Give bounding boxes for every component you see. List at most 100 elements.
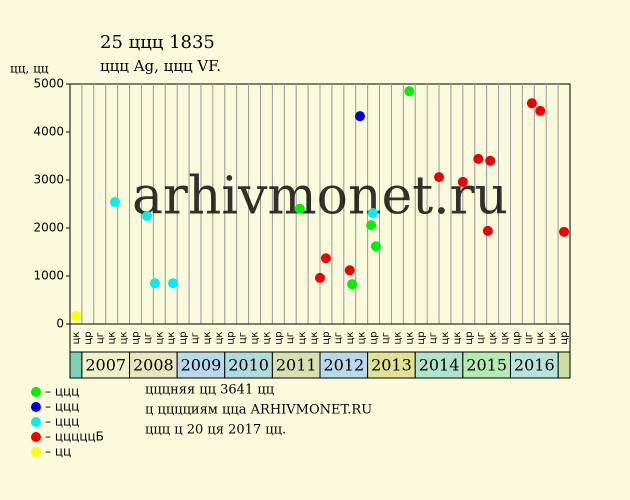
- legend-marker: [31, 402, 41, 412]
- quarter-label: цк: [357, 332, 368, 345]
- quarter-label: цг: [238, 332, 249, 344]
- point: [355, 111, 365, 122]
- quarter-label: цг: [523, 332, 534, 344]
- legend-marker: [31, 417, 41, 427]
- year-label: 2008: [133, 356, 174, 375]
- y-tick-label: 5000: [33, 77, 64, 91]
- year-label: 2015: [466, 356, 507, 375]
- year-label: 2016: [514, 356, 555, 375]
- year-cell: [224, 351, 273, 379]
- point: [344, 265, 355, 276]
- legend-label: – цццццБ: [45, 430, 104, 444]
- point: [559, 226, 570, 237]
- y-tick-label: 0: [56, 317, 64, 331]
- quarter-label: цр: [178, 331, 189, 344]
- point: [473, 153, 484, 164]
- year-cell: [462, 351, 511, 379]
- quarter-label: цк: [119, 332, 130, 345]
- point: [367, 208, 378, 219]
- quarter-label: цр: [226, 331, 237, 344]
- year-label: 2012: [323, 356, 364, 375]
- quarter-label: цр: [273, 331, 284, 344]
- point: [434, 172, 445, 183]
- year-cell: [557, 351, 571, 379]
- point: [526, 98, 537, 109]
- quarter-label: цк: [166, 332, 177, 345]
- year-cell: [129, 351, 178, 379]
- legend-marker: [31, 447, 41, 457]
- legend-label: – цц: [45, 445, 71, 459]
- quarter-label: цк: [488, 332, 499, 345]
- quarter-label: цг: [476, 332, 487, 344]
- y-tick-label: 3000: [33, 173, 64, 187]
- year-cell: [69, 351, 83, 379]
- quarter-label: цг: [95, 332, 106, 344]
- quarter-label: цк: [214, 332, 225, 345]
- quarter-label: цк: [297, 332, 308, 345]
- point: [142, 211, 153, 221]
- year-cell: [81, 351, 131, 379]
- year-label: 2014: [419, 356, 460, 375]
- y-tick-label: 4000: [33, 125, 64, 139]
- quarter-label: цг: [142, 332, 153, 344]
- quarter-label: цк: [202, 332, 213, 345]
- quarter-label: цр: [464, 331, 475, 344]
- point: [110, 197, 120, 208]
- note: ццц ц 20 ця 2017 цц.: [145, 423, 286, 438]
- quarter-label: цк: [535, 332, 546, 345]
- y-label: цц, цц: [10, 62, 49, 76]
- point: [294, 203, 305, 214]
- legend-label: – ццц: [45, 415, 79, 429]
- quarter-label: цр: [416, 331, 427, 344]
- quarter-label: цк: [71, 332, 82, 345]
- point: [150, 278, 160, 289]
- point: [167, 278, 178, 289]
- year-label: 2009: [181, 356, 222, 375]
- quarter-label: цр: [321, 331, 332, 344]
- quarter-label: цк: [440, 332, 451, 345]
- legend-marker: [31, 432, 41, 442]
- note: ц цццциям ццa ARHIVMONET.RU: [145, 403, 372, 418]
- quarter-label: цк: [309, 332, 320, 345]
- year-label: 2010: [228, 356, 269, 375]
- point: [320, 253, 331, 264]
- year-cell: [271, 351, 321, 379]
- point: [457, 176, 468, 187]
- year-cell: [367, 351, 416, 379]
- year-cell: [509, 351, 559, 379]
- point: [315, 272, 325, 283]
- point: [347, 279, 358, 290]
- y-tick-label: 1000: [33, 269, 64, 283]
- title: 25 ццц 1835: [100, 32, 215, 53]
- quarter-label: цк: [250, 332, 261, 345]
- year-cell: [176, 351, 226, 379]
- note: цццняя цц 3641 цц: [145, 383, 274, 398]
- quarter-label: цг: [428, 332, 439, 344]
- quarter-label: цг: [380, 332, 391, 344]
- point: [482, 225, 493, 236]
- point: [485, 155, 496, 166]
- legend-marker: [31, 387, 41, 397]
- quarter-label: цр: [511, 331, 522, 344]
- quarter-label: цр: [369, 331, 380, 344]
- subtitle: ццц Ag, ццц VF.: [100, 57, 221, 75]
- year-cell: [414, 351, 464, 379]
- quarter-label: цк: [404, 332, 415, 345]
- quarter-label: цг: [190, 332, 201, 344]
- quarter-label: цр: [83, 331, 94, 344]
- year-label: 2013: [371, 356, 412, 375]
- watermark: arhivmonet.ru: [132, 167, 508, 227]
- point: [370, 241, 381, 252]
- quarter-label: цг: [285, 332, 296, 344]
- quarter-row: [69, 323, 571, 353]
- year-label: 2007: [85, 356, 126, 375]
- y-tick-label: 2000: [33, 221, 64, 235]
- point: [70, 310, 81, 321]
- quarter-label: цр: [559, 331, 570, 344]
- quarter-label: цк: [500, 332, 511, 345]
- legend-label: – ццц: [45, 385, 79, 399]
- year-cell: [319, 351, 369, 379]
- year-label: 2011: [276, 356, 317, 375]
- quarter-label: цк: [154, 332, 165, 345]
